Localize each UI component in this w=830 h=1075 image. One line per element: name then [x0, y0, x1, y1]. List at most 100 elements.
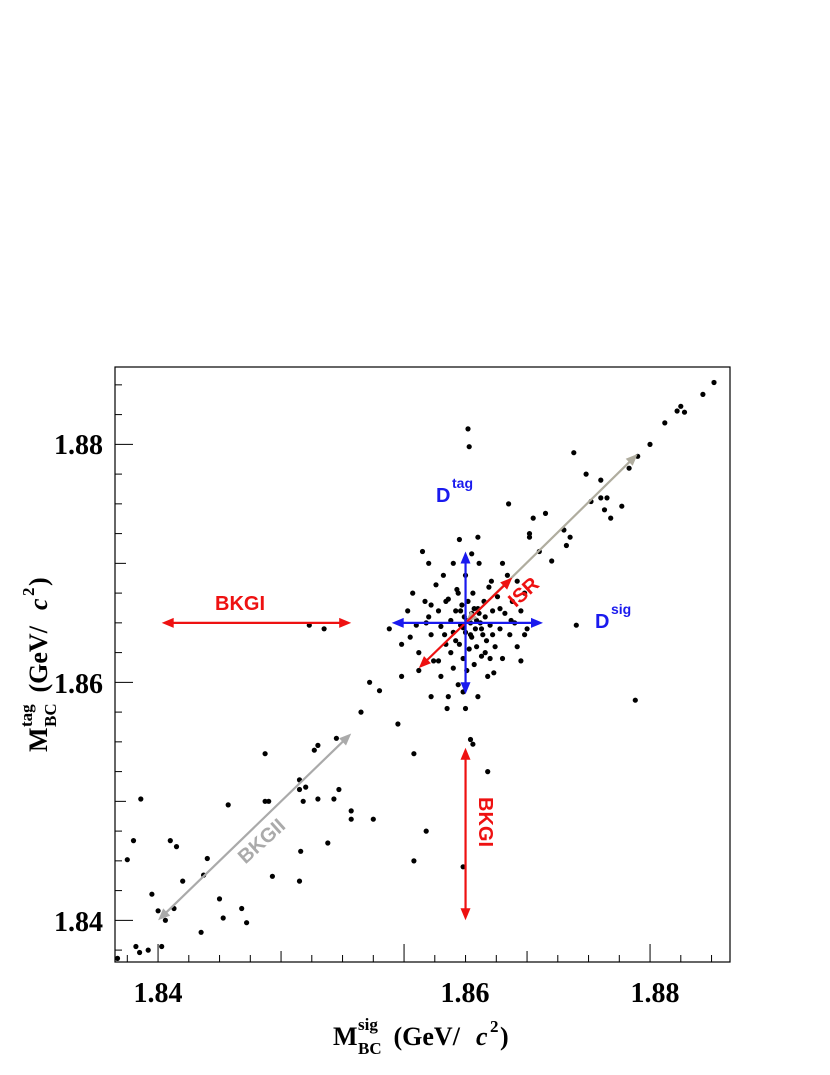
scatter-point: [428, 602, 434, 608]
scatter-point: [522, 632, 528, 638]
bkgi-vertical-label: BKGI: [474, 797, 496, 847]
scatter-point: [567, 534, 573, 540]
scatter-point: [453, 638, 459, 644]
scatter-point: [395, 721, 401, 727]
scatter-point: [455, 682, 461, 688]
scatter-point: [601, 507, 608, 513]
bkgii-label: BKGII: [234, 815, 290, 869]
scatter-point: [485, 673, 491, 680]
scatter-point: [315, 796, 321, 802]
scatter-point: [526, 531, 533, 537]
scatter-point: [514, 644, 520, 650]
scatter-point: [130, 838, 137, 844]
scatter-point: [296, 878, 303, 884]
scatter-point: [438, 673, 444, 680]
y-axis-title-unit-exp: 2: [19, 588, 38, 597]
scatter-point: [448, 650, 454, 656]
dtag-label-sup: tag: [452, 475, 473, 491]
scatter-point: [435, 658, 442, 664]
annotation-arrows: [158, 453, 638, 921]
arrow-head: [418, 656, 431, 669]
y-tick-label: 1.84: [54, 907, 103, 938]
scatter-point: [482, 614, 488, 620]
plot-frame: [114, 366, 731, 963]
scatter-point: [647, 441, 653, 447]
arrow-head: [161, 617, 174, 628]
scatter-point: [456, 536, 462, 543]
arrow-shaft: [164, 739, 346, 915]
scatter-point: [490, 608, 496, 614]
scatter-point: [542, 510, 549, 516]
scatter-point: [438, 623, 444, 630]
scatter-point: [466, 646, 472, 652]
scatter-point: [358, 709, 364, 715]
scatter-point: [681, 409, 688, 415]
scatter-point: [462, 705, 469, 712]
arrow-head: [460, 908, 471, 921]
scatter-point: [518, 658, 524, 664]
scatter-point: [399, 673, 405, 680]
y-axis-title-main: M: [24, 727, 53, 752]
dtag-label-main: D: [436, 485, 450, 507]
scatter-point: [399, 641, 405, 647]
scatter-point: [504, 572, 510, 578]
scatter-point: [490, 632, 496, 638]
scatter-point: [455, 590, 461, 596]
scatter-point: [571, 450, 577, 456]
scatter-point: [428, 694, 434, 700]
scatter-point: [262, 751, 268, 757]
scatter-point: [514, 578, 520, 584]
scatter-point: [700, 391, 706, 397]
scatter-point: [419, 548, 426, 555]
scatter-point: [220, 915, 226, 921]
scatter-point: [440, 572, 446, 578]
y-axis-title-unit-close: ): [24, 577, 53, 586]
scatter-point: [416, 667, 422, 674]
scatter-point: [470, 741, 476, 747]
scatter-point: [471, 606, 477, 612]
scatter-point: [460, 655, 466, 662]
arrow-head: [460, 551, 471, 564]
arrow-head: [339, 733, 352, 746]
double-arrow: [391, 617, 543, 628]
scatter-point: [467, 736, 474, 743]
dsig-label: D sig: [595, 601, 631, 633]
scatter-point: [376, 688, 383, 694]
scatter-point: [303, 784, 309, 790]
scatter-point: [488, 578, 494, 584]
scatter-point: [499, 655, 506, 662]
scatter-point: [321, 626, 327, 632]
scatter-point: [445, 694, 451, 700]
scatter-point: [475, 534, 481, 540]
scatter-point: [502, 610, 508, 616]
x-axis-title-unit-c: c: [476, 1022, 488, 1051]
scatter-point: [674, 408, 680, 414]
scatter-point: [507, 632, 513, 638]
scatter-point: [180, 878, 186, 884]
scatter-point: [426, 614, 432, 620]
scatter-point: [619, 503, 625, 509]
y-axis-title-sub: BC: [41, 703, 60, 727]
y-axis-title-sup: tag: [17, 704, 36, 727]
scatter-point: [225, 802, 231, 808]
scatter-point: [145, 947, 151, 953]
scatter-point: [296, 786, 303, 793]
scatter-point: [138, 796, 144, 802]
arrow-head: [460, 682, 471, 695]
scatter-point: [300, 798, 306, 804]
scatter-point: [476, 560, 482, 566]
scatter-point: [325, 840, 331, 846]
arrow-head: [460, 747, 471, 760]
scatter-point: [549, 558, 555, 564]
scatter-point: [475, 694, 481, 700]
scatter-point: [370, 816, 376, 822]
scatter-point: [470, 590, 476, 596]
scatter-point: [485, 769, 491, 775]
scatter-point: [471, 661, 477, 668]
double-arrow: [460, 747, 471, 921]
x-axis-title-unit-close: ): [500, 1022, 509, 1051]
scatter-point: [662, 420, 668, 426]
scatter-point: [162, 917, 168, 923]
y-tick-label: 1.86: [54, 669, 103, 700]
scatter-point: [474, 644, 480, 650]
